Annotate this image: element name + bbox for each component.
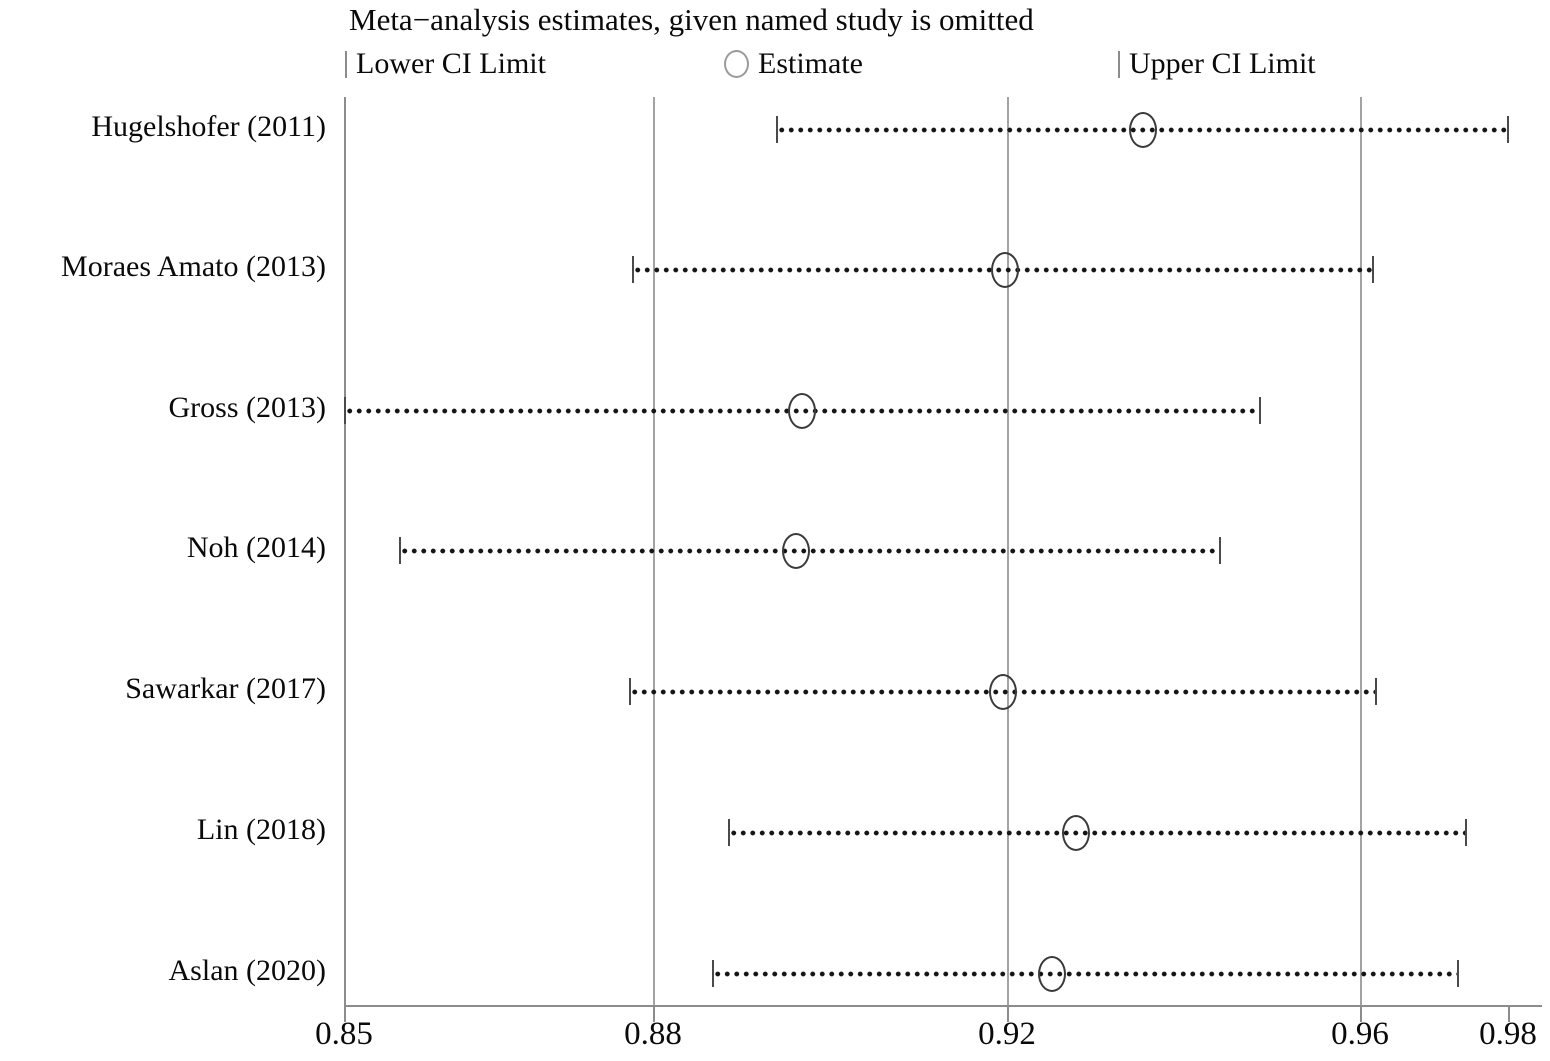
ci-line <box>400 548 1220 554</box>
x-axis-tick <box>344 1005 346 1022</box>
chart-title: Meta−analysis estimates, given named stu… <box>349 2 1034 37</box>
upper-ci-cap <box>1465 819 1467 846</box>
upper-ci-marker-icon <box>1118 50 1120 78</box>
study-label: Noh (2014) <box>186 531 326 564</box>
x-axis-tick-label: 0.85 <box>315 1016 373 1052</box>
estimate-marker <box>991 252 1019 288</box>
lower-ci-cap <box>629 678 631 705</box>
upper-ci-cap <box>1457 960 1459 987</box>
legend-lower-ci-label: Lower CI Limit <box>356 47 546 80</box>
upper-ci-cap <box>1219 537 1221 564</box>
x-axis-tick <box>1508 1005 1510 1022</box>
x-axis-tick-label: 0.98 <box>1479 1016 1537 1052</box>
x-axis-tick <box>1007 1005 1009 1022</box>
x-axis-tick-label: 0.88 <box>624 1016 682 1052</box>
gridline <box>1360 97 1362 1005</box>
ci-line <box>713 971 1458 977</box>
estimate-marker <box>782 533 810 569</box>
lower-ci-cap <box>728 819 730 846</box>
legend-lower-ci: Lower CI Limit <box>345 46 546 82</box>
legend-estimate-label: Estimate <box>758 47 863 80</box>
estimate-marker-icon <box>724 50 749 78</box>
x-axis-tick <box>653 1005 655 1022</box>
estimate-marker <box>1129 112 1157 148</box>
study-label: Lin (2018) <box>196 813 326 846</box>
study-label: Sawarkar (2017) <box>125 672 326 705</box>
lower-ci-cap <box>776 116 778 143</box>
lower-ci-marker-icon <box>345 50 347 78</box>
ci-line <box>729 830 1466 836</box>
estimate-marker <box>989 674 1017 710</box>
upper-ci-cap <box>1507 116 1509 143</box>
x-axis-line <box>344 1005 1542 1007</box>
estimate-marker <box>1062 815 1090 851</box>
legend-upper-ci-label: Upper CI Limit <box>1129 47 1316 80</box>
lower-ci-cap <box>399 537 401 564</box>
legend-estimate: Estimate <box>724 46 863 82</box>
upper-ci-cap <box>1372 256 1374 283</box>
study-label: Aslan (2020) <box>168 954 326 987</box>
x-axis-tick-label: 0.92 <box>978 1016 1036 1052</box>
study-label: Gross (2013) <box>168 391 327 424</box>
lower-ci-cap <box>712 960 714 987</box>
x-axis-tick-label: 0.96 <box>1331 1016 1389 1052</box>
lower-ci-cap <box>632 256 634 283</box>
estimate-marker <box>788 393 816 429</box>
y-axis-line <box>344 97 346 1005</box>
legend-upper-ci: Upper CI Limit <box>1118 46 1316 82</box>
x-axis-tick <box>1360 1005 1362 1022</box>
lower-ci-cap <box>344 397 346 424</box>
upper-ci-cap <box>1259 397 1261 424</box>
study-label: Hugelshofer (2011) <box>91 110 326 143</box>
upper-ci-cap <box>1375 678 1377 705</box>
study-label: Moraes Amato (2013) <box>61 250 326 283</box>
estimate-marker <box>1038 956 1066 992</box>
